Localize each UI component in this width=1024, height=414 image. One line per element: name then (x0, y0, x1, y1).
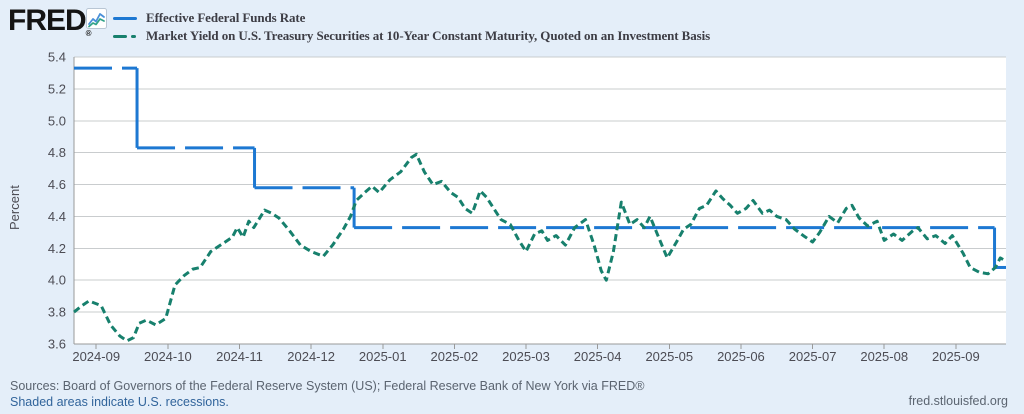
y-tick-label: 3.8 (48, 305, 66, 320)
x-tick-label: 2025-03 (502, 349, 550, 364)
chart-footer: Sources: Board of Governors of the Feder… (10, 378, 644, 410)
y-tick-label: 3.6 (48, 337, 66, 352)
x-tick-label: 2025-06 (717, 349, 765, 364)
x-tick-label: 2025-07 (789, 349, 837, 364)
sources-text: Sources: Board of Governors of the Feder… (10, 379, 645, 393)
recessions-link[interactable]: Shaded areas indicate U.S. recessions. (10, 395, 229, 409)
x-tick-label: 2024-09 (72, 349, 120, 364)
x-tick-label: 2025-02 (431, 349, 479, 364)
y-tick-label: 4.4 (48, 209, 66, 224)
y-tick-label: 4.2 (48, 241, 66, 256)
y-tick-label: 5.4 (48, 50, 66, 65)
x-tick-label: 2025-09 (932, 349, 980, 364)
x-tick-label: 2025-08 (860, 349, 908, 364)
legend-label-10y-treasury: Market Yield on U.S. Treasury Securities… (146, 28, 711, 43)
legend-label-effr: Effective Federal Funds Rate (146, 10, 306, 25)
y-tick-label: 5.0 (48, 113, 66, 128)
legend-item-effr[interactable]: Effective Federal Funds Rate (113, 9, 710, 27)
legend-line-dashed-green-icon (113, 34, 139, 38)
x-tick-label: 2024-11 (216, 349, 263, 364)
y-tick-label: 4.8 (48, 145, 66, 160)
x-tick-label: 2025-04 (574, 349, 622, 364)
x-tick-label: 2025-01 (359, 349, 407, 364)
plot-background (74, 57, 1006, 344)
y-tick-label: 5.2 (48, 81, 66, 96)
fred-url-link[interactable]: fred.stlouisfed.org (908, 394, 1008, 408)
fred-logo-text: FRED (8, 4, 87, 37)
x-tick-label: 2024-10 (144, 349, 192, 364)
fred-sparkline-icon (86, 8, 107, 29)
x-tick-label: 2024-12 (287, 349, 335, 364)
y-axis-title: Percent (7, 185, 22, 230)
x-tick-label: 2025-05 (645, 349, 693, 364)
registered-trademark-icon: ® (85, 29, 92, 38)
fred-logo[interactable]: FRED® (8, 4, 92, 38)
series-1-line (73, 152, 1007, 343)
legend-line-solid-blue-icon (113, 16, 139, 20)
y-tick-label: 4.0 (48, 273, 66, 288)
chart-legend: Effective Federal Funds Rate Market Yiel… (113, 9, 710, 45)
legend-item-10y-treasury[interactable]: Market Yield on U.S. Treasury Securities… (113, 27, 710, 45)
y-tick-label: 4.6 (48, 177, 66, 192)
